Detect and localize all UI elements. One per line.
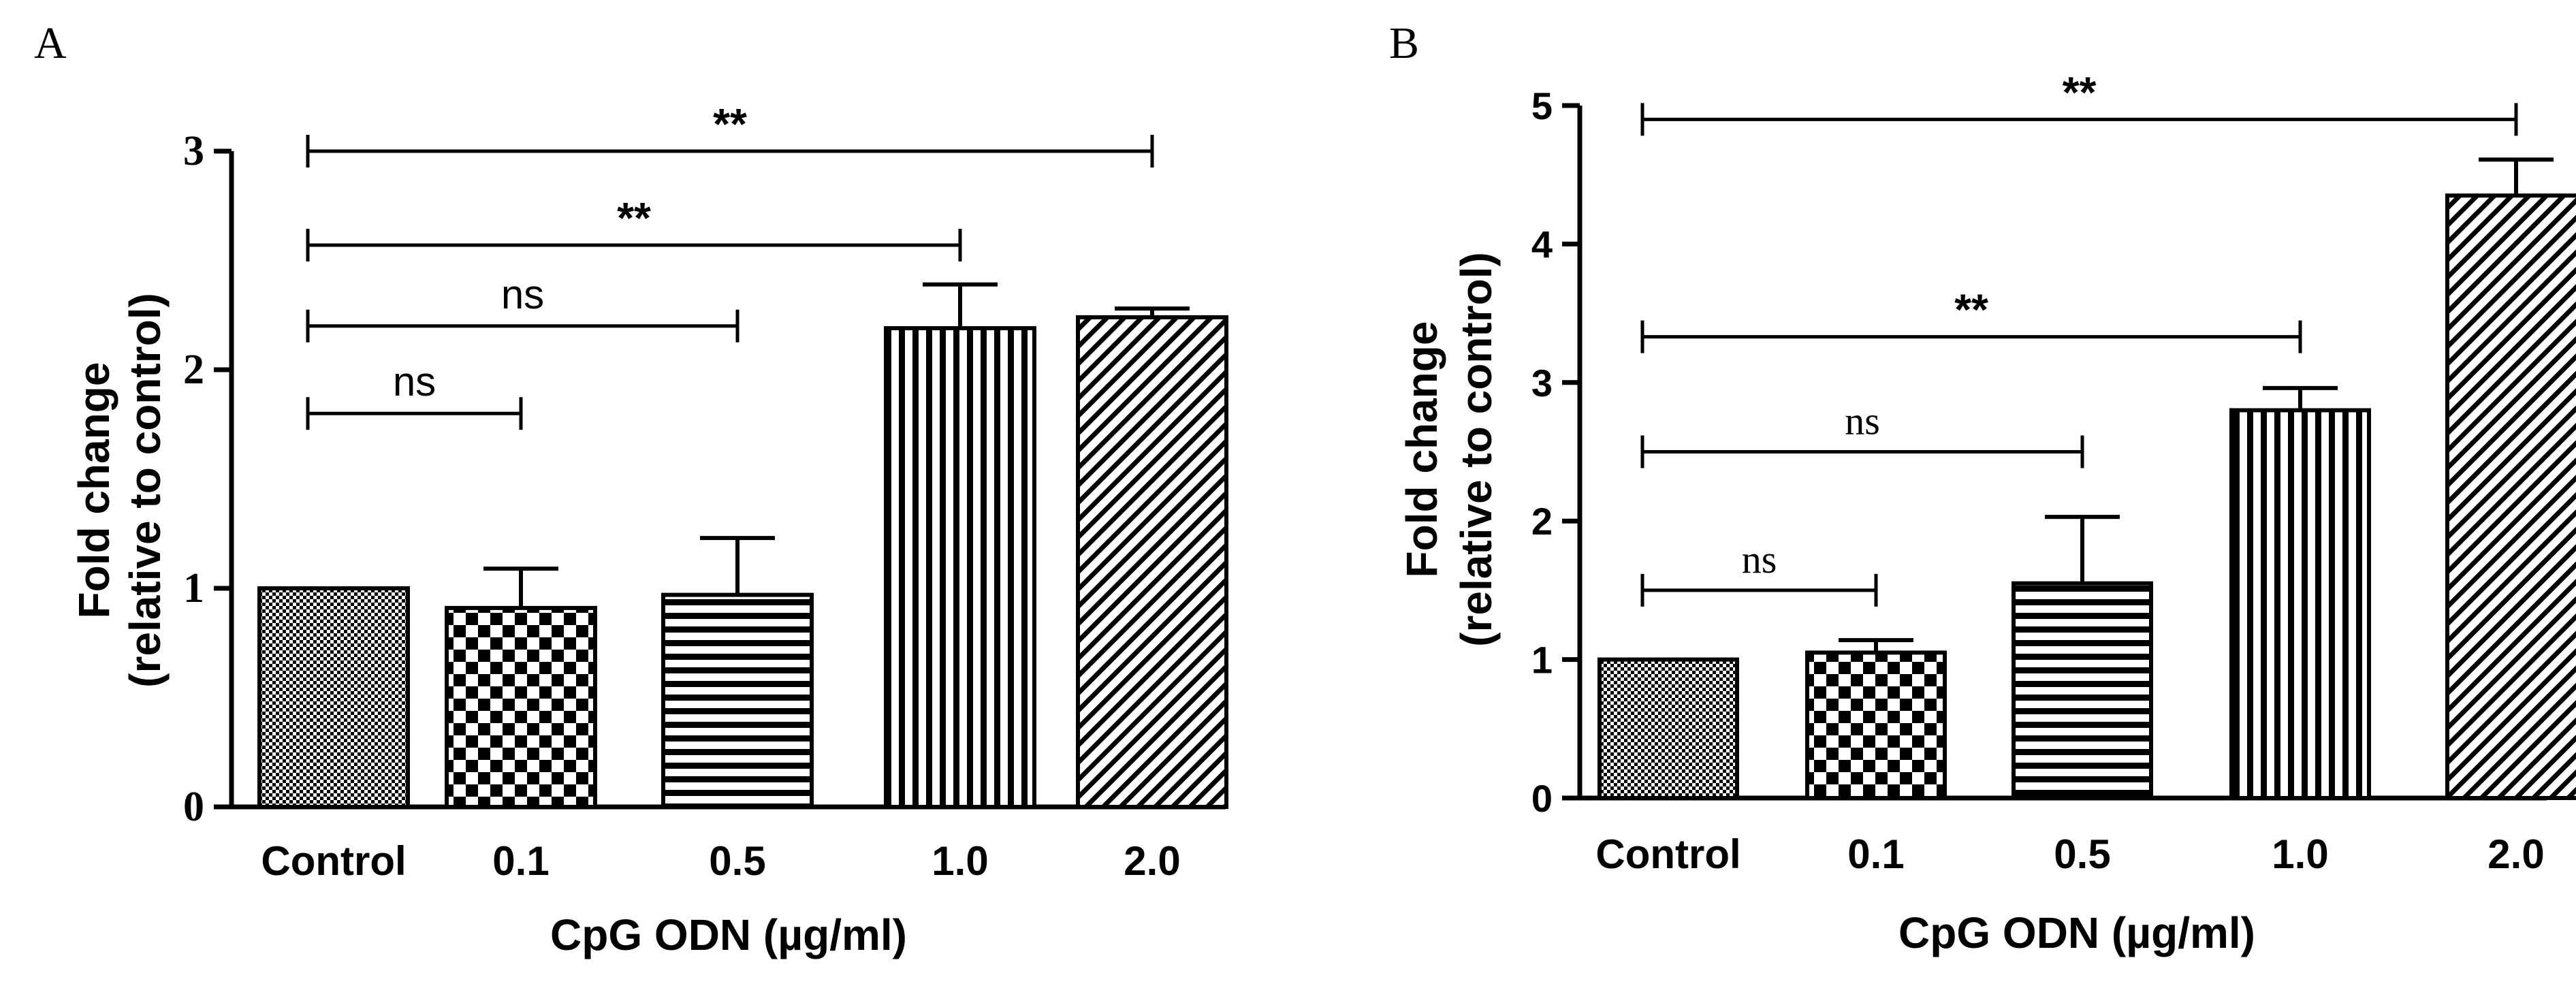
y-tick-label: 1 [183, 565, 204, 611]
significance-label: ns [501, 272, 544, 317]
x-axis-title: CpG ODN (µg/ml) [1898, 908, 2255, 957]
y-axis-title: Fold change [1397, 321, 1446, 578]
x-category-label: 2.0 [1124, 838, 1180, 884]
bar-0-5 [661, 592, 814, 809]
y-tick-label: 3 [1531, 362, 1553, 404]
bar-1-0 [884, 326, 1036, 809]
y-tick-label: 1 [1531, 639, 1553, 682]
y-tick-label: 0 [1531, 777, 1553, 820]
panel-label: B [1389, 18, 1419, 68]
significance-label: ** [617, 193, 651, 242]
bar-0-1 [445, 605, 597, 809]
bar-2-0 [1076, 315, 1228, 809]
y-axis-subtitle: (relative to control) [121, 293, 170, 688]
y-tick-label: 0 [183, 784, 204, 830]
panel-a-chart: A 0 1 2 3 Control 0.1 0.5 1.0 2.0 ns ns ** ** CpG ODN … [34, 18, 1228, 959]
x-category-label: 1.0 [2272, 831, 2328, 877]
y-axis-title: Fold change [69, 362, 118, 619]
y-tick-label: 3 [183, 128, 204, 174]
significance-label: ** [713, 99, 747, 148]
y-axis-subtitle: (relative to control) [1452, 252, 1501, 647]
bar-control [257, 586, 410, 809]
panel-label: A [34, 18, 67, 68]
bar-0-5 [2011, 581, 2153, 800]
significance-label: ns [1742, 537, 1777, 581]
y-tick-label: 4 [1531, 223, 1553, 266]
bar-control [1597, 657, 1739, 800]
x-axis-title: CpG ODN (µg/ml) [550, 910, 907, 959]
x-category-label: 0.1 [492, 838, 549, 884]
bar-1-0 [2229, 408, 2371, 800]
x-category-label: 0.1 [1847, 831, 1904, 877]
x-category-label: 1.0 [932, 838, 988, 884]
significance-label: ns [393, 359, 436, 404]
x-category-label: 2.0 [2487, 831, 2544, 877]
x-category-label: 0.5 [709, 838, 765, 884]
y-tick-label: 2 [1531, 500, 1553, 543]
panel-b-chart: B 0 1 2 3 4 5 Control 0.1 0.5 1.0 2.0 ns ns ** ** CpG OD… [1389, 18, 2576, 957]
significance-label: ** [1954, 285, 1988, 334]
bar-2-0 [2445, 193, 2576, 800]
significance-label: ** [2063, 67, 2097, 116]
significance-label: ns [1845, 399, 1880, 443]
x-category-label: Control [261, 838, 406, 884]
y-tick-label: 5 [1531, 84, 1553, 127]
x-category-label: 0.5 [2054, 831, 2110, 877]
y-tick-label: 2 [183, 347, 204, 393]
x-category-label: Control [1595, 831, 1740, 877]
bar-0-1 [1805, 650, 1947, 800]
